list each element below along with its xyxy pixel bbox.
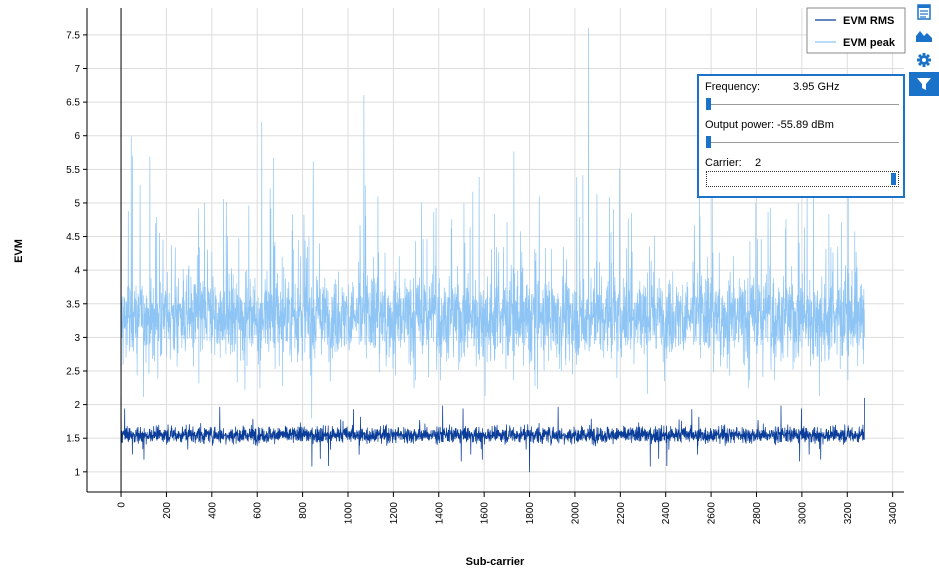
power-row: Output power: -55.89 dBm [705, 119, 834, 131]
data-window-icon [917, 4, 931, 20]
x-tick-label: 1000 [343, 502, 354, 525]
frequency-slider[interactable] [706, 98, 899, 110]
x-tick-label: 3200 [843, 502, 854, 525]
filter-button[interactable] [909, 72, 939, 96]
frequency-slider-track [706, 104, 899, 105]
power-slider-track [706, 142, 899, 143]
series-line-evm-peak [120, 27, 865, 419]
y-tick-label: 7.5 [66, 30, 80, 41]
x-tick-label: 3000 [797, 502, 808, 525]
x-tick-label: 2600 [707, 502, 718, 525]
x-tick-label: 2800 [752, 502, 763, 525]
x-axis-title: Sub-carrier [466, 556, 525, 568]
legend-label-evm-rms: EVM RMS [843, 15, 894, 27]
y-tick-label: 5 [74, 198, 80, 209]
x-tick-label: 0 [117, 502, 128, 508]
y-tick-label: 5.5 [66, 165, 80, 176]
series-line-evm-rms [120, 397, 865, 473]
x-tick-label: 600 [253, 502, 264, 519]
x-tick-label: 800 [298, 502, 309, 519]
data-window-button[interactable] [909, 0, 939, 24]
x-tick-label: 1200 [389, 502, 400, 525]
area-chart-icon [916, 31, 932, 42]
carrier-selector-thumb[interactable] [891, 173, 896, 185]
series-group [120, 27, 865, 473]
carrier-value: 2 [755, 157, 762, 169]
filter-panel: Frequency: 3.95 GHz Output power: -55.89… [697, 74, 905, 198]
x-tick-label: 3400 [888, 502, 899, 525]
x-tick-label: 2000 [570, 502, 581, 525]
y-tick-label: 2.5 [66, 367, 80, 378]
x-tick-label: 2200 [616, 502, 627, 525]
legend: EVM RMS EVM peak [806, 7, 906, 54]
x-tick-label: 1400 [434, 502, 445, 525]
y-tick-label: 1 [74, 467, 80, 478]
x-tick-label: 1600 [480, 502, 491, 525]
x-tick-label: 400 [207, 502, 218, 519]
carrier-label: Carrier: [705, 157, 742, 169]
power-slider-thumb[interactable] [706, 136, 711, 148]
carrier-row: Carrier: 2 [705, 157, 761, 169]
x-tick-label: 200 [162, 502, 173, 519]
frequency-label: Frequency: [705, 81, 761, 93]
power-label: Output power: [705, 119, 775, 131]
chart-toolbar [909, 0, 939, 96]
y-tick-label: 7 [74, 64, 80, 75]
y-tick-label: 3 [74, 333, 80, 344]
y-tick-label: 4 [74, 266, 80, 277]
legend-box [806, 7, 906, 54]
area-chart-button[interactable] [909, 24, 939, 48]
legend-label-evm-peak: EVM peak [843, 37, 896, 49]
y-tick-label: 4.5 [66, 232, 80, 243]
frequency-slider-thumb[interactable] [706, 98, 711, 110]
axes: 0 200 400 600 800 1000 1200 1400 1600 1800 2000 220… [66, 8, 904, 524]
y-tick-label: 6.5 [66, 98, 80, 109]
settings-button[interactable] [909, 48, 939, 72]
power-value: -55.89 dBm [777, 119, 834, 131]
frequency-row: Frequency: 3.95 GHz [705, 81, 839, 93]
y-tick-label: 6 [74, 131, 80, 142]
y-tick-label: 3.5 [66, 299, 80, 310]
y-tick-label: 1.5 [66, 434, 80, 445]
y-tick-label: 2 [74, 400, 80, 411]
power-slider[interactable] [706, 136, 899, 148]
carrier-selector[interactable] [706, 171, 899, 187]
x-tick-label: 2400 [661, 502, 672, 525]
gear-icon [917, 53, 931, 67]
x-tick-label: 1800 [525, 502, 536, 525]
frequency-value: 3.95 GHz [793, 81, 840, 93]
filter-icon [917, 78, 931, 90]
y-axis-title: EVM [13, 239, 25, 263]
